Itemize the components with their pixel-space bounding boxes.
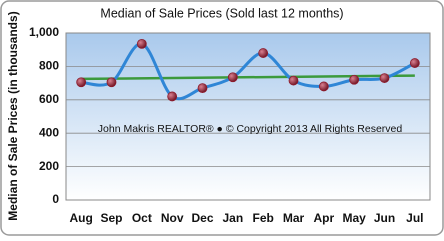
- trend-line: [81, 74, 415, 81]
- marker: [197, 83, 208, 94]
- marker: [258, 48, 269, 58]
- x-tick-label: Apr: [313, 211, 334, 225]
- y-axis-label: Median of Sale Prices (in thousands): [6, 11, 20, 220]
- x-tick-label: Aug: [70, 211, 93, 225]
- marker: [76, 77, 87, 88]
- x-tick-label: May: [342, 211, 366, 225]
- marker: [409, 58, 420, 68]
- chart-title: Median of Sale Prices (Sold last 12 mont…: [100, 6, 343, 20]
- plot-area: [65, 32, 431, 201]
- y-tick-label: 1,000: [29, 25, 59, 39]
- marker: [136, 38, 147, 49]
- y-tick-label: 800: [39, 59, 59, 73]
- marker: [379, 73, 390, 83]
- y-tick-label: 400: [39, 125, 59, 139]
- x-tick-label: Oct: [132, 211, 152, 225]
- x-tick-label: Jun: [374, 211, 395, 225]
- y-tick-label: 200: [39, 159, 59, 173]
- x-tick-label: Dec: [191, 211, 213, 225]
- x-tick-label: Jul: [406, 211, 423, 225]
- marker: [349, 74, 360, 85]
- chart: Median of Sale Prices (Sold last 12 mont…: [0, 0, 444, 236]
- marker: [227, 72, 238, 83]
- marker: [167, 91, 178, 102]
- x-tick-label: Jan: [222, 211, 243, 225]
- annotation: John Makris REALTOR® ● © Copyright 2013 …: [98, 123, 403, 135]
- y-tick-label: 0: [52, 192, 59, 206]
- marker: [106, 77, 117, 88]
- x-tick-label: Nov: [161, 211, 184, 225]
- y-tick-label: 600: [39, 92, 59, 106]
- x-tick-label: Feb: [252, 211, 273, 225]
- marker: [318, 81, 329, 92]
- marker: [288, 75, 299, 86]
- x-tick-label: Mar: [283, 211, 305, 225]
- x-tick-label: Sep: [100, 211, 122, 225]
